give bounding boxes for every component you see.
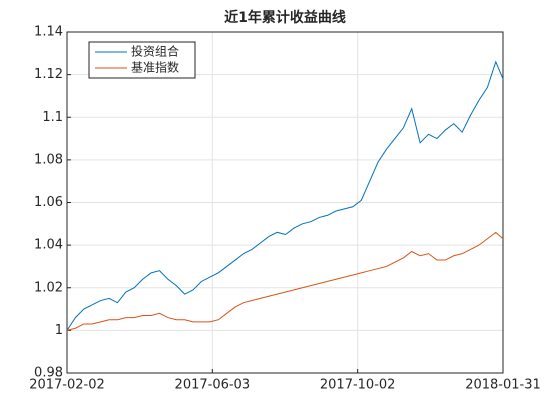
y-tick-label: 1 [55, 323, 63, 338]
y-tick-label: 0.98 [34, 366, 63, 381]
y-tick-label: 1.06 [34, 195, 63, 210]
y-tick-label: 1.08 [34, 152, 63, 167]
legend-box [88, 41, 196, 79]
line-series [66, 60, 504, 331]
x-tick-label: 2017-02-02 [29, 378, 105, 393]
axes-box [66, 31, 504, 374]
x-tick-label: 2018-01-31 [465, 378, 541, 393]
y-tick-label: 1.1 [42, 110, 63, 125]
y-tick-label: 1.14 [34, 25, 63, 40]
x-tick-label: 2017-06-03 [175, 378, 251, 393]
line-series [66, 231, 504, 331]
x-tick-label: 2017-10-02 [320, 378, 396, 393]
y-tick-label: 1.04 [34, 238, 63, 253]
legend-label: 投资组合 [131, 44, 179, 59]
y-tick-label: 1.12 [34, 67, 63, 82]
chart-title: 近1年累计收益曲线 [224, 9, 346, 26]
legend-label: 基准指数 [131, 60, 179, 75]
y-tick-label: 1.02 [34, 280, 63, 295]
